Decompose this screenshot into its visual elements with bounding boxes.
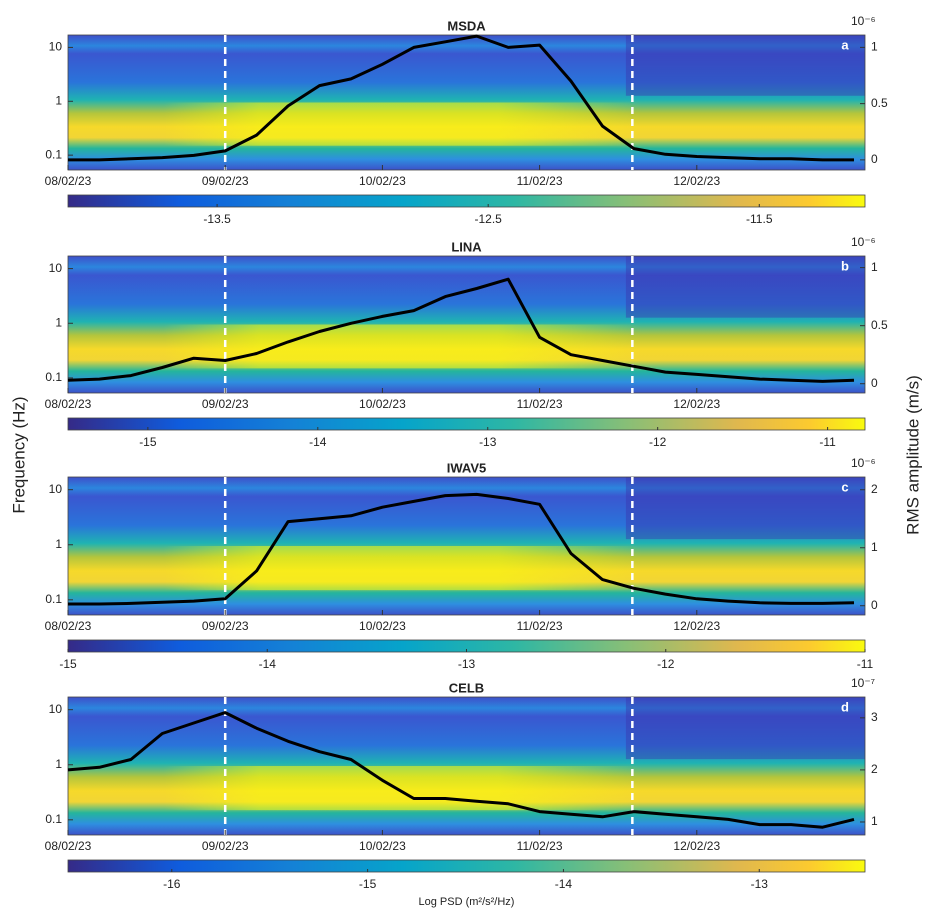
x-tick-label: 08/02/23 — [45, 619, 92, 633]
y2-tick-label: 1 — [871, 260, 878, 274]
plot-frame — [67, 696, 866, 836]
y2-tick-label: 1 — [871, 814, 878, 828]
y-tick-label: 0.1 — [45, 370, 62, 384]
y-tick-label: 0.1 — [45, 147, 62, 161]
y2-multiplier: 10⁻⁶ — [851, 456, 876, 470]
x-tick-label: 10/02/23 — [359, 619, 406, 633]
x-tick-label: 10/02/23 — [359, 174, 406, 188]
y-tick-label: 10 — [49, 482, 63, 496]
y2-tick-label: 0.5 — [871, 96, 888, 110]
rms-line — [68, 34, 854, 162]
y-tick-label: 10 — [49, 261, 63, 275]
x-tick-label: 12/02/23 — [673, 619, 720, 633]
y2-tick-label: 2 — [871, 482, 878, 496]
x-tick-label: 09/02/23 — [202, 174, 249, 188]
plot-frame — [67, 34, 866, 171]
y-tick-label: 1 — [55, 757, 62, 771]
panel-title: IWAV5 — [447, 460, 487, 475]
colorbar-tick-label: -11 — [819, 435, 836, 449]
panel-label: d — [841, 699, 849, 714]
x-tick-label: 09/02/23 — [202, 619, 249, 633]
spectrogram-burst — [163, 324, 642, 369]
y-tick-label: 0.1 — [45, 592, 62, 606]
colorbar-tick-label: -11.5 — [746, 212, 773, 226]
rms-line — [67, 711, 855, 829]
x-tick-label: 10/02/23 — [359, 397, 406, 411]
panel-label: a — [841, 37, 849, 52]
plot-frame — [67, 255, 866, 394]
y-tick-label: 1 — [55, 315, 62, 329]
colorbar-tick-label: -15 — [139, 435, 157, 449]
x-tick-label: 12/02/23 — [673, 839, 720, 853]
x-tick-label: 09/02/23 — [202, 839, 249, 853]
colorbar-tick-label: -15 — [59, 657, 77, 671]
y2-axis-label: RMS amplitude (m/s) — [903, 375, 922, 535]
colorbar-tick-label: -13 — [479, 435, 497, 449]
y2-multiplier: 10⁻⁶ — [851, 235, 876, 249]
y2-multiplier: 10⁻⁶ — [851, 14, 876, 28]
colorbar — [67, 194, 866, 208]
colorbar-tick-label: -13.5 — [203, 212, 231, 226]
colorbar-tick-label: -12 — [657, 657, 675, 671]
colorbar-tick-label: -11 — [857, 657, 874, 671]
x-tick-label: 11/02/23 — [517, 174, 563, 188]
colorbar-tick-label: -14 — [309, 435, 327, 449]
x-tick-label: 08/02/23 — [45, 397, 92, 411]
colorbar-tick-label: -13 — [458, 657, 476, 671]
y-tick-label: 1 — [55, 93, 62, 107]
rms-line — [68, 492, 855, 606]
y2-tick-label: 0 — [871, 376, 878, 390]
x-tick-label: 09/02/23 — [202, 397, 249, 411]
x-tick-label: 11/02/23 — [517, 619, 563, 633]
colorbar-tick-label: -13 — [751, 877, 769, 891]
panel-title: CELB — [449, 680, 484, 695]
y2-multiplier: 10⁻⁷ — [851, 676, 875, 690]
colorbar — [67, 417, 866, 431]
spectrogram-burst — [163, 766, 642, 811]
colorbar-tick-label: -14 — [259, 657, 277, 671]
y-tick-label: 10 — [49, 702, 63, 716]
colorbar-tick-label: -15 — [359, 877, 377, 891]
colorbar-tick-label: -16 — [163, 877, 181, 891]
colorbar-label: Log PSD (m²/s²/Hz) — [419, 896, 515, 908]
x-tick-label: 12/02/23 — [673, 174, 720, 188]
y-tick-label: 10 — [49, 40, 63, 54]
x-tick-label: 12/02/23 — [673, 397, 720, 411]
spectrogram-quiet — [625, 477, 865, 540]
x-tick-label: 11/02/23 — [517, 839, 563, 853]
x-tick-label: 10/02/23 — [359, 839, 406, 853]
y-tick-label: 1 — [55, 537, 62, 551]
colorbar-tick-label: -14 — [555, 877, 573, 891]
colorbar-tick-label: -12 — [649, 435, 667, 449]
rms-line — [67, 277, 855, 383]
panel-title: MSDA — [447, 18, 486, 33]
spectrogram-quiet — [625, 697, 865, 760]
panel-label: c — [841, 479, 848, 494]
panel-title: LINA — [451, 239, 482, 254]
y2-tick-label: 0 — [871, 598, 878, 612]
y-tick-label: 0.1 — [45, 812, 62, 826]
y2-tick-label: 2 — [871, 762, 878, 776]
y2-tick-label: 0 — [871, 152, 878, 166]
plot-frame — [67, 476, 866, 616]
y-axis-label: Frequency (Hz) — [9, 396, 28, 513]
y2-tick-label: 1 — [871, 540, 878, 554]
spectrogram-quiet — [625, 35, 865, 96]
colorbar — [67, 859, 866, 873]
spectrogram-quiet — [625, 256, 865, 318]
x-tick-label: 11/02/23 — [517, 397, 563, 411]
y2-tick-label: 0.5 — [871, 318, 888, 332]
y2-tick-label: 1 — [871, 40, 878, 54]
panel-label: b — [841, 258, 849, 273]
x-tick-label: 08/02/23 — [45, 839, 92, 853]
spectrogram-burst — [163, 102, 642, 146]
x-tick-label: 08/02/23 — [45, 174, 92, 188]
colorbar-tick-label: -12.5 — [475, 212, 503, 226]
y2-tick-label: 3 — [871, 710, 878, 724]
